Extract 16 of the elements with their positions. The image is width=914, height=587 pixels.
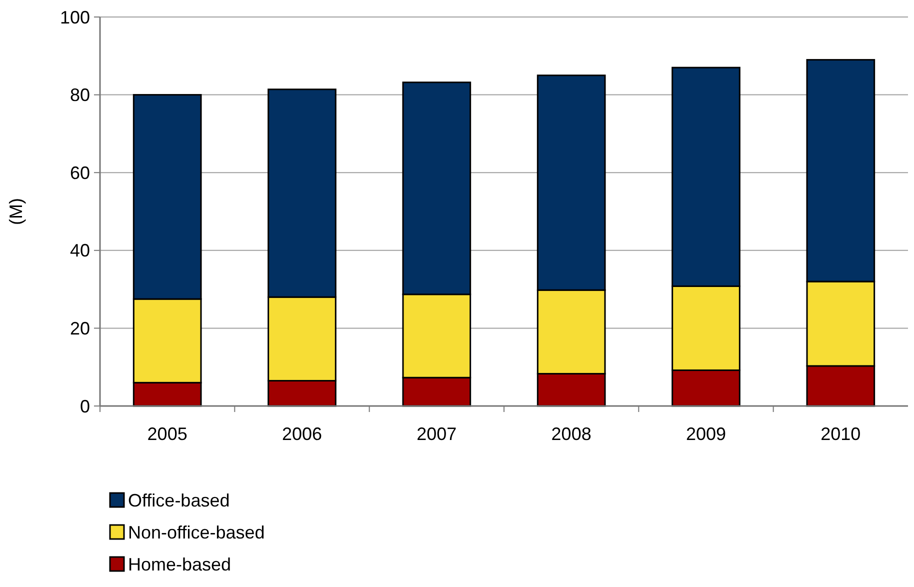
x-tick-label: 2009: [686, 424, 726, 444]
y-tick-label: 40: [70, 240, 90, 261]
x-tick-label: 2010: [820, 424, 861, 444]
x-tick-label: 2006: [282, 424, 322, 444]
y-tick-label: 60: [70, 162, 90, 183]
y-axis-title: (M): [6, 198, 26, 225]
legend-label: Non-office-based: [128, 522, 265, 542]
y-tick-label: 100: [60, 7, 90, 28]
x-tick-label: 2005: [147, 424, 188, 444]
legend-label: Home-based: [128, 554, 232, 574]
y-tick-label: 20: [70, 318, 90, 338]
y-tick-label: 80: [70, 85, 90, 106]
y-tick-label: 0: [80, 396, 90, 416]
x-tick-label: 2007: [416, 424, 457, 444]
legend-label: Office-based: [128, 490, 230, 510]
x-tick-label: 2008: [551, 424, 592, 444]
